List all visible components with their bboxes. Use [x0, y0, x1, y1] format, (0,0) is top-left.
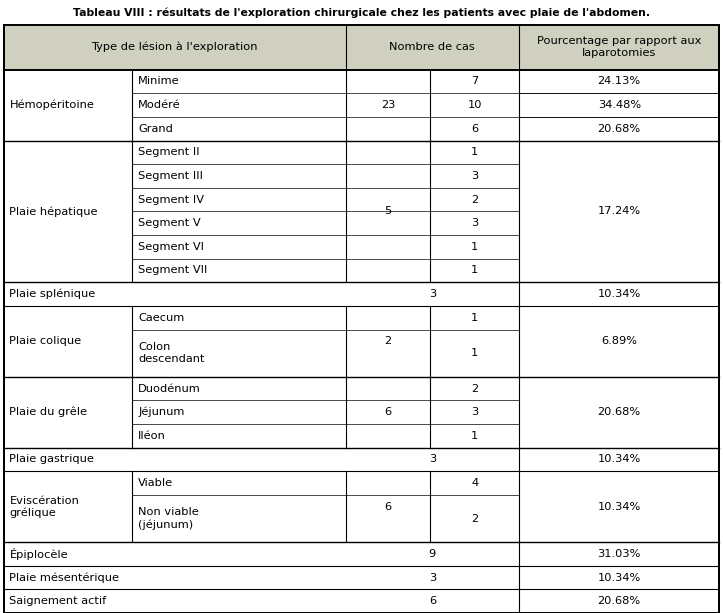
Text: 6: 6 [429, 596, 436, 606]
Text: 20.68%: 20.68% [598, 596, 641, 606]
Text: Segment VI: Segment VI [138, 242, 204, 252]
Text: 9: 9 [429, 549, 436, 559]
Text: Non viable
(jéjunum): Non viable (jéjunum) [138, 508, 199, 530]
Text: 3: 3 [471, 407, 479, 417]
Text: 24.13%: 24.13% [598, 77, 641, 86]
Text: Viable: Viable [138, 478, 174, 488]
Text: Épiplocèle: Épiplocèle [9, 548, 68, 560]
Text: Segment II: Segment II [138, 147, 200, 158]
Text: 3: 3 [429, 289, 436, 299]
Text: 31.03%: 31.03% [598, 549, 641, 559]
Text: 2: 2 [471, 514, 478, 524]
Text: Pourcentage par rapport aux
laparotomies: Pourcentage par rapport aux laparotomies [537, 36, 701, 58]
Text: 10.34%: 10.34% [598, 289, 641, 299]
Text: Plaie gastrique: Plaie gastrique [9, 454, 94, 465]
Text: 1: 1 [471, 265, 479, 275]
Text: Plaie splénique: Plaie splénique [9, 289, 95, 299]
Text: Saignement actif: Saignement actif [9, 596, 107, 606]
Text: 20.68%: 20.68% [598, 407, 641, 417]
Text: 2: 2 [471, 384, 478, 394]
Text: Tableau VIII : résultats de l'exploration chirurgicale chez les patients avec pl: Tableau VIII : résultats de l'exploratio… [73, 7, 650, 18]
Text: 5: 5 [384, 207, 392, 216]
Text: 20.68%: 20.68% [598, 124, 641, 134]
Text: 6: 6 [385, 407, 391, 417]
Text: 34.48%: 34.48% [598, 100, 641, 110]
Text: 1: 1 [471, 431, 479, 441]
Text: Segment III: Segment III [138, 171, 203, 181]
Text: Caecum: Caecum [138, 313, 184, 322]
Text: 2: 2 [471, 194, 478, 205]
Text: Jéjunum: Jéjunum [138, 407, 184, 417]
Text: 6.89%: 6.89% [602, 337, 637, 346]
Text: 3: 3 [471, 171, 479, 181]
Text: 3: 3 [429, 573, 436, 582]
Text: Segment V: Segment V [138, 218, 201, 228]
Text: Plaie colique: Plaie colique [9, 337, 82, 346]
Text: 17.24%: 17.24% [598, 207, 641, 216]
Text: 6: 6 [385, 501, 391, 512]
Text: Segment IV: Segment IV [138, 194, 204, 205]
Text: Plaie mésentérique: Plaie mésentérique [9, 573, 119, 583]
Text: 10.34%: 10.34% [598, 573, 641, 582]
Text: 10: 10 [467, 100, 482, 110]
Text: 10.34%: 10.34% [598, 454, 641, 465]
Text: Nombre de cas: Nombre de cas [390, 42, 475, 52]
Text: 1: 1 [471, 147, 479, 158]
Text: Colon
descendant: Colon descendant [138, 342, 205, 364]
Text: Plaie hépatique: Plaie hépatique [9, 206, 98, 216]
Text: Iléon: Iléon [138, 431, 166, 441]
Text: 6: 6 [471, 124, 478, 134]
Text: Hémopéritoine: Hémopéritoine [9, 100, 94, 110]
Text: 2: 2 [385, 337, 391, 346]
Text: Eviscération
grélique: Eviscération grélique [9, 495, 80, 518]
Text: 1: 1 [471, 313, 479, 322]
Text: Type de lésion à l'exploration: Type de lésion à l'exploration [91, 42, 258, 53]
Text: Modéré: Modéré [138, 100, 181, 110]
Text: 1: 1 [471, 242, 479, 252]
Bar [4, 25, 719, 70]
Text: 7: 7 [471, 77, 479, 86]
Text: Minime: Minime [138, 77, 180, 86]
Text: 23: 23 [381, 100, 395, 110]
Text: 3: 3 [471, 218, 479, 228]
Text: Duodénum: Duodénum [138, 384, 201, 394]
Text: 4: 4 [471, 478, 478, 488]
Text: 1: 1 [471, 348, 479, 358]
Text: Plaie du grêle: Plaie du grêle [9, 407, 87, 417]
Text: Segment VII: Segment VII [138, 265, 208, 275]
Text: 10.34%: 10.34% [598, 501, 641, 512]
Text: 3: 3 [429, 454, 436, 465]
Text: Grand: Grand [138, 124, 173, 134]
